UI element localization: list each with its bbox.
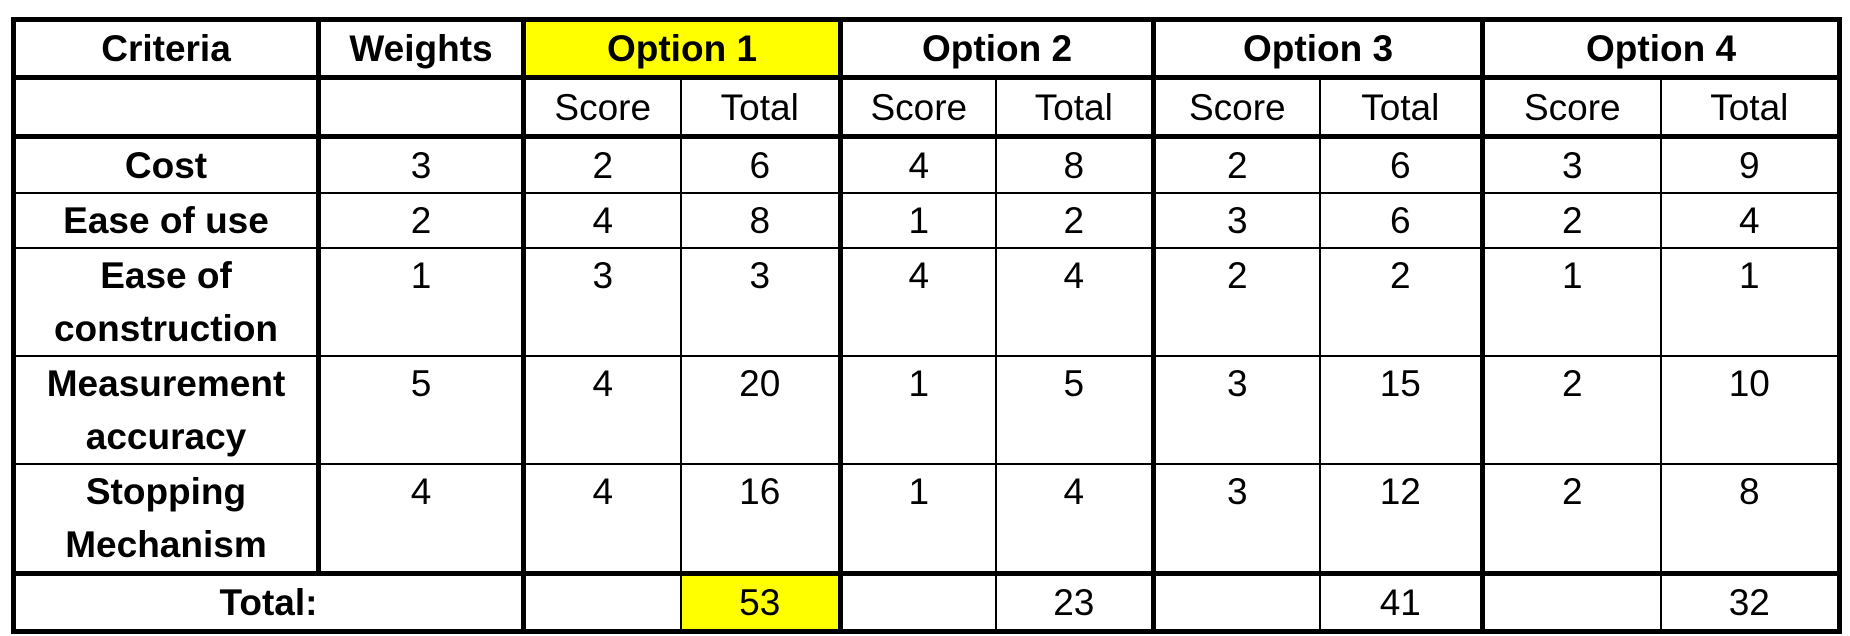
weight-cell: 4 xyxy=(316,463,525,575)
option-4-header: Option 4 xyxy=(1480,17,1843,80)
total-cell: 1 xyxy=(1659,247,1843,357)
score-cell: 4 xyxy=(838,247,997,357)
criteria-header: Criteria xyxy=(11,17,320,80)
criterion-label: Measurement accuracy xyxy=(11,355,320,465)
total-cell: 15 xyxy=(1318,355,1484,465)
empty-cell xyxy=(521,571,682,634)
score-cell: 2 xyxy=(1480,355,1662,465)
score-cell: 4 xyxy=(521,192,682,249)
score-cell: 3 xyxy=(1151,192,1321,249)
total-subheader: Total xyxy=(1318,76,1484,138)
total-cell: 6 xyxy=(679,134,842,194)
weight-cell: 1 xyxy=(316,247,525,357)
total-subheader: Total xyxy=(994,76,1155,138)
criterion-label: Ease of construction xyxy=(11,247,320,357)
option-1-grand-total: 53 xyxy=(679,571,842,634)
score-subheader: Score xyxy=(521,76,682,138)
total-cell: 6 xyxy=(1318,134,1484,194)
total-cell: 10 xyxy=(1659,355,1843,465)
totals-row: Total: 53 23 41 32 xyxy=(11,571,1843,634)
decision-matrix-table: Criteria Weights Option 1 Option 2 Optio… xyxy=(11,17,1843,634)
score-cell: 3 xyxy=(521,247,682,357)
score-subheader: Score xyxy=(1480,76,1662,138)
score-cell: 2 xyxy=(521,134,682,194)
total-cell: 6 xyxy=(1318,192,1484,249)
table-row: Ease of construction 1 3 3 4 4 2 2 1 1 xyxy=(11,247,1843,357)
total-cell: 4 xyxy=(994,247,1155,357)
score-subheader: Score xyxy=(838,76,997,138)
totals-label: Total: xyxy=(11,571,525,634)
total-cell: 4 xyxy=(994,463,1155,575)
score-cell: 3 xyxy=(1480,134,1662,194)
score-cell: 2 xyxy=(1480,463,1662,575)
score-cell: 2 xyxy=(1151,134,1321,194)
criterion-label: Cost xyxy=(11,134,320,194)
score-subheader: Score xyxy=(1151,76,1321,138)
option-3-header: Option 3 xyxy=(1151,17,1484,80)
score-cell: 4 xyxy=(521,463,682,575)
header-row: Criteria Weights Option 1 Option 2 Optio… xyxy=(11,17,1843,80)
total-subheader: Total xyxy=(679,76,842,138)
score-cell: 3 xyxy=(1151,355,1321,465)
option-3-grand-total: 41 xyxy=(1318,571,1484,634)
weight-cell: 2 xyxy=(316,192,525,249)
empty-cell xyxy=(1480,571,1662,634)
table-row: Cost 3 2 6 4 8 2 6 3 9 xyxy=(11,134,1843,194)
score-cell: 1 xyxy=(838,463,997,575)
total-cell: 9 xyxy=(1659,134,1843,194)
total-cell: 16 xyxy=(679,463,842,575)
empty-cell xyxy=(11,76,320,138)
criterion-label: Ease of use xyxy=(11,192,320,249)
total-subheader: Total xyxy=(1659,76,1843,138)
score-cell: 1 xyxy=(1480,247,1662,357)
score-cell: 1 xyxy=(838,355,997,465)
total-cell: 12 xyxy=(1318,463,1484,575)
empty-cell xyxy=(316,76,525,138)
score-cell: 2 xyxy=(1480,192,1662,249)
weights-header: Weights xyxy=(316,17,525,80)
score-cell: 4 xyxy=(838,134,997,194)
score-cell: 4 xyxy=(521,355,682,465)
total-cell: 20 xyxy=(679,355,842,465)
total-cell: 8 xyxy=(994,134,1155,194)
total-cell: 8 xyxy=(679,192,842,249)
option-2-grand-total: 23 xyxy=(994,571,1155,634)
table-row: Stopping Mechanism 4 4 16 1 4 3 12 2 8 xyxy=(11,463,1843,575)
option-2-header: Option 2 xyxy=(838,17,1155,80)
option-4-grand-total: 32 xyxy=(1659,571,1843,634)
weight-cell: 3 xyxy=(316,134,525,194)
weight-cell: 5 xyxy=(316,355,525,465)
score-cell: 1 xyxy=(838,192,997,249)
total-cell: 4 xyxy=(1659,192,1843,249)
table-row: Ease of use 2 4 8 1 2 3 6 2 4 xyxy=(11,192,1843,249)
total-cell: 8 xyxy=(1659,463,1843,575)
score-cell: 2 xyxy=(1151,247,1321,357)
total-cell: 5 xyxy=(994,355,1155,465)
score-cell: 3 xyxy=(1151,463,1321,575)
total-cell: 2 xyxy=(1318,247,1484,357)
empty-cell xyxy=(838,571,997,634)
subheader-row: Score Total Score Total Score Total Scor… xyxy=(11,76,1843,138)
criterion-label: Stopping Mechanism xyxy=(11,463,320,575)
total-cell: 2 xyxy=(994,192,1155,249)
total-cell: 3 xyxy=(679,247,842,357)
table-row: Measurement accuracy 5 4 20 1 5 3 15 2 1… xyxy=(11,355,1843,465)
empty-cell xyxy=(1151,571,1321,634)
option-1-header: Option 1 xyxy=(520,17,842,80)
